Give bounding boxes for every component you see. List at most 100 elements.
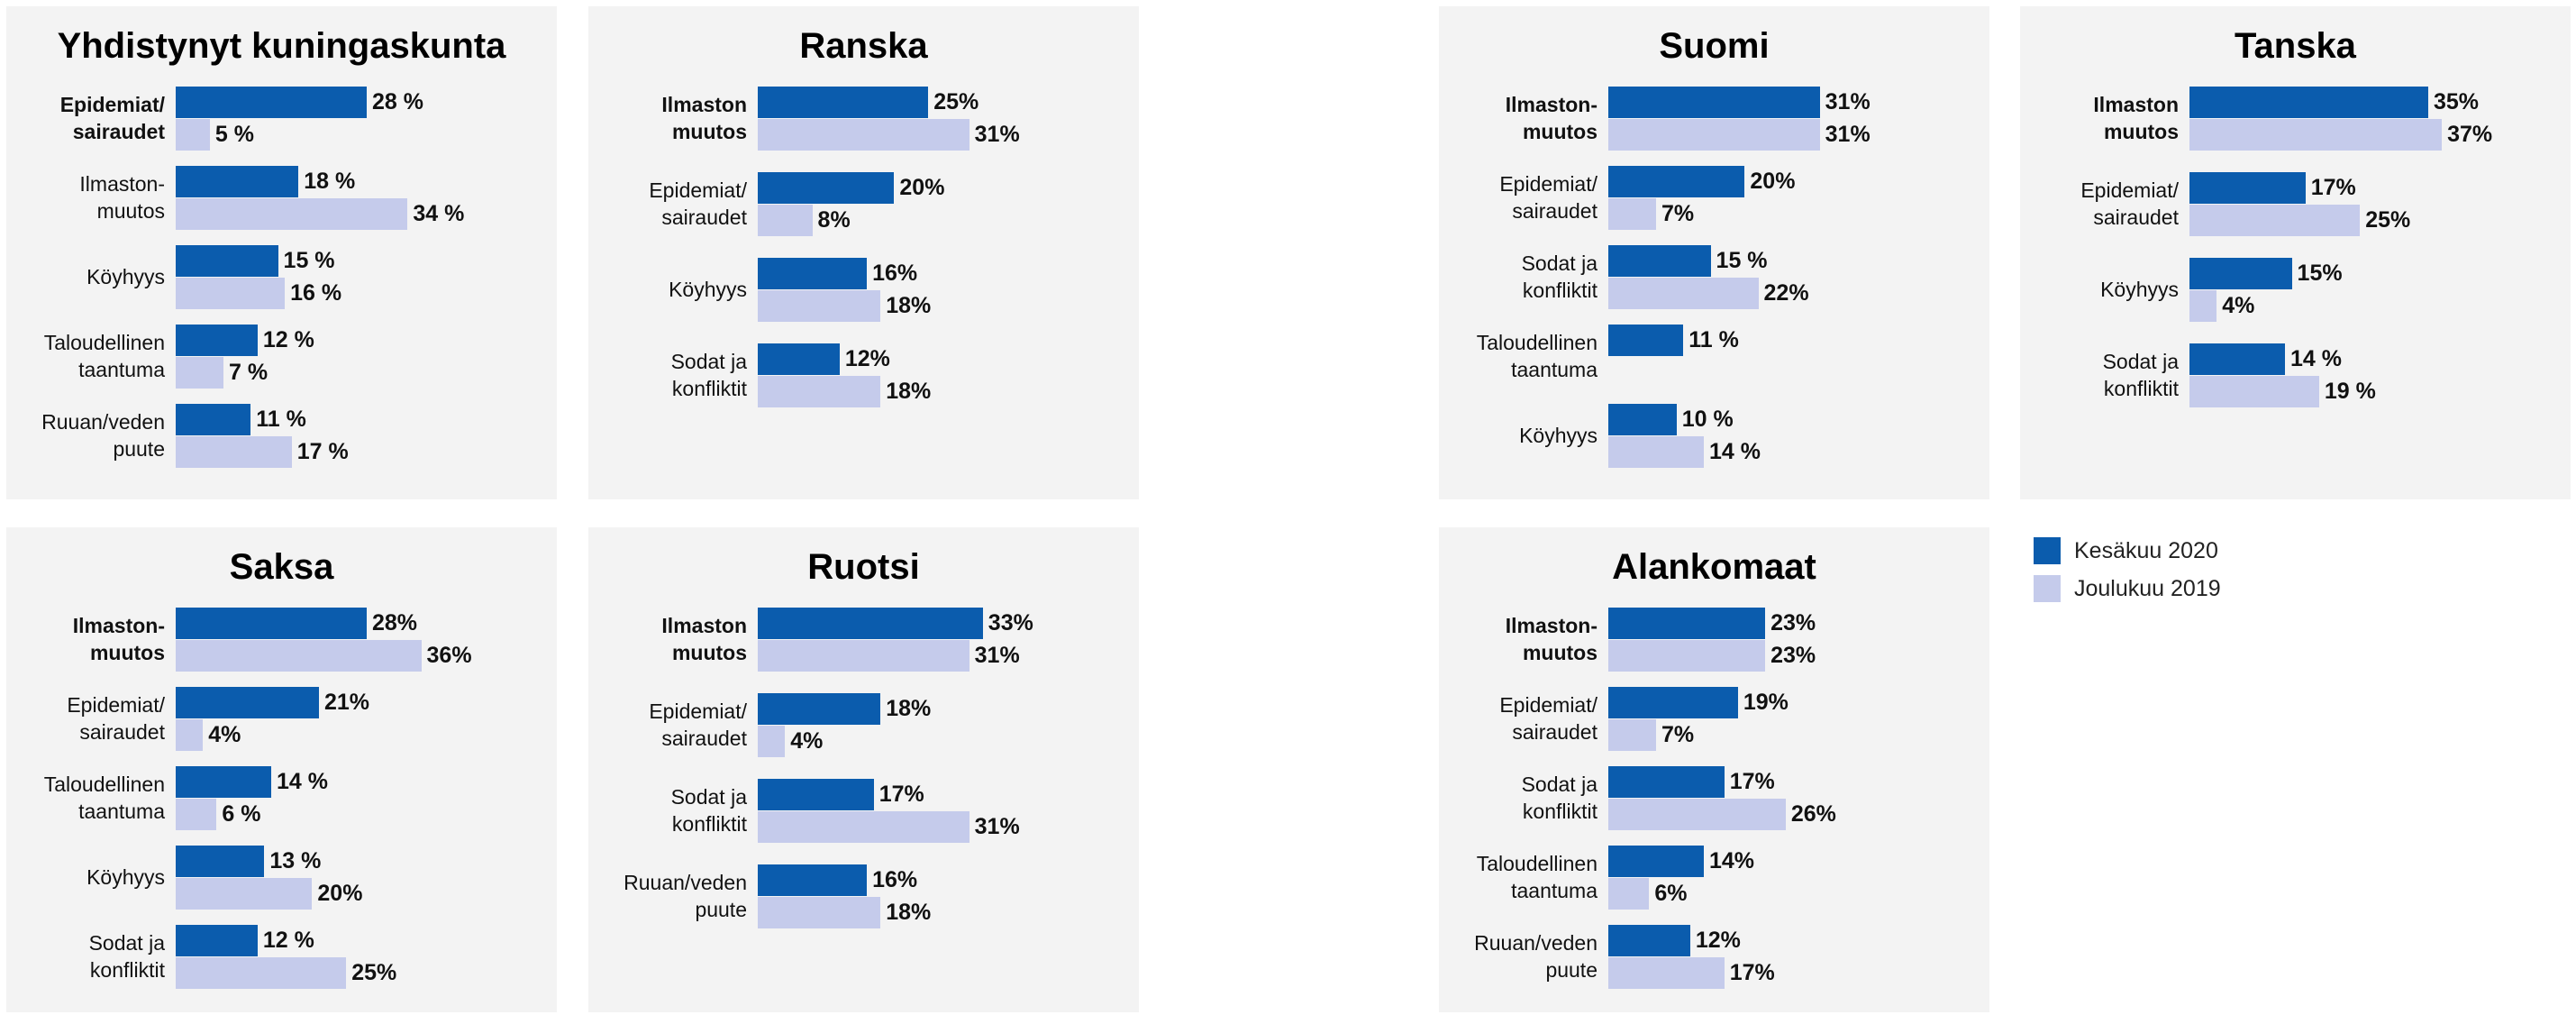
bar: [1608, 799, 1786, 830]
category-label: Köyhyys: [1519, 424, 1597, 447]
value-label: 11 %: [256, 407, 306, 432]
value-label: 33%: [988, 610, 1033, 636]
chart-title: Yhdistynyt kuningaskunta: [57, 26, 506, 66]
bar: [758, 779, 874, 810]
chart-title: Suomi: [1659, 26, 1770, 66]
bar: [176, 766, 271, 798]
category-label: Epidemiat/ sairaudet: [649, 178, 747, 229]
bar: [176, 608, 367, 639]
value-label: 7%: [1661, 201, 1695, 226]
chart-title: Alankomaat: [1612, 547, 1816, 587]
bar: [758, 290, 881, 322]
bar: [758, 693, 881, 725]
bar: [1608, 687, 1738, 718]
bar: [176, 799, 217, 830]
category-label: Epidemiat/ sairaudet: [1499, 172, 1597, 223]
value-label: 15%: [2297, 261, 2343, 286]
value-label: 34 %: [413, 201, 465, 226]
category-label: Sodat ja konfliktit: [1521, 251, 1597, 302]
value-label: 19%: [1743, 690, 1789, 715]
value-label: 14 %: [276, 769, 328, 794]
bar: [758, 811, 969, 843]
category-label: Epidemiat/ sairaudet: [1499, 693, 1597, 744]
bar: [1608, 846, 1704, 877]
value-label: 6%: [1654, 881, 1688, 906]
chart-title: Ruotsi: [807, 547, 920, 587]
bar: [1608, 119, 1820, 151]
bar: [758, 172, 895, 204]
bar: [2189, 258, 2292, 289]
category-label: Sodat ja konfliktit: [670, 350, 747, 400]
bar: [758, 640, 969, 672]
value-label: 31%: [974, 643, 1020, 668]
value-label: 7%: [1661, 722, 1695, 747]
value-label: 12 %: [262, 327, 314, 352]
bar: [2189, 343, 2285, 375]
bar: [758, 119, 969, 151]
chart-panel: Saksa Ilmaston- muutos 28% 36% Epidemiat/ sa…: [6, 527, 557, 1012]
category-label: Köyhyys: [86, 865, 165, 889]
category-label: Ruuan/veden puute: [624, 871, 747, 921]
category-label: Taloudellinen taantuma: [1476, 331, 1597, 381]
bar: [176, 436, 292, 468]
chart-title: Tanska: [2235, 26, 2356, 66]
bar: [1608, 925, 1690, 956]
bar: [1608, 608, 1766, 639]
bar: [176, 846, 265, 877]
value-label: 28 %: [371, 89, 423, 114]
value-label: 18%: [886, 900, 932, 925]
value-label: 26%: [1790, 801, 1836, 827]
bar: [176, 357, 223, 389]
category-label: Epidemiat/ sairaudet: [649, 700, 747, 750]
value-label: 37%: [2447, 122, 2493, 147]
bar: [176, 404, 251, 435]
value-label: 21%: [323, 690, 370, 715]
value-label: 25%: [351, 960, 397, 985]
value-label: 17%: [1729, 960, 1775, 985]
value-label: 17 %: [296, 439, 349, 464]
category-label: Ilmaston- muutos: [72, 614, 165, 664]
bar: [1608, 166, 1745, 197]
bar: [758, 205, 813, 236]
bar: [758, 343, 840, 375]
value-label: 36%: [426, 643, 472, 668]
bar: [758, 258, 868, 289]
value-label: 8%: [817, 207, 851, 233]
value-label: 4%: [2222, 293, 2255, 318]
bar: [176, 687, 319, 718]
legend-swatch: [2034, 575, 2061, 602]
category-label: Taloudellinen taantuma: [43, 331, 165, 381]
value-label: 31%: [974, 122, 1020, 147]
category-label: Ilmaston muutos: [2093, 93, 2179, 143]
category-label: Sodat ja konfliktit: [2102, 350, 2179, 400]
bar: [176, 878, 313, 910]
value-label: 23%: [1770, 610, 1816, 636]
value-label: 22%: [1763, 280, 1809, 306]
category-label: Taloudellinen taantuma: [1476, 852, 1597, 902]
value-label: 15 %: [1716, 248, 1768, 273]
value-label: 18%: [886, 696, 932, 721]
category-label: Epidemiat/ sairaudet: [67, 693, 165, 744]
bar: [2189, 119, 2443, 151]
chart-title: Ranska: [799, 26, 928, 66]
bar: [1608, 325, 1684, 356]
value-label: 31%: [1825, 89, 1871, 114]
value-label: 20%: [899, 175, 945, 200]
value-label: 18%: [886, 379, 932, 404]
value-label: 16%: [872, 261, 918, 286]
bar: [758, 726, 786, 757]
value-label: 4%: [790, 728, 824, 754]
value-label: 20%: [317, 881, 363, 906]
bar: [176, 119, 210, 151]
chart-panel: Tanska Ilmaston muutos 35% 37% Epidemiat/ sa…: [2020, 6, 2571, 499]
value-label: 16 %: [290, 280, 342, 306]
bar: [176, 719, 204, 751]
bar: [2189, 87, 2428, 118]
value-label: 18%: [886, 293, 932, 318]
chart-panel: Ranska Ilmaston muutos 25% 31% Epidemiat/ sa…: [588, 6, 1139, 499]
category-label: Köyhyys: [669, 278, 747, 301]
bar: [1608, 245, 1711, 277]
bar: [758, 864, 868, 896]
bar: [2189, 290, 2217, 322]
